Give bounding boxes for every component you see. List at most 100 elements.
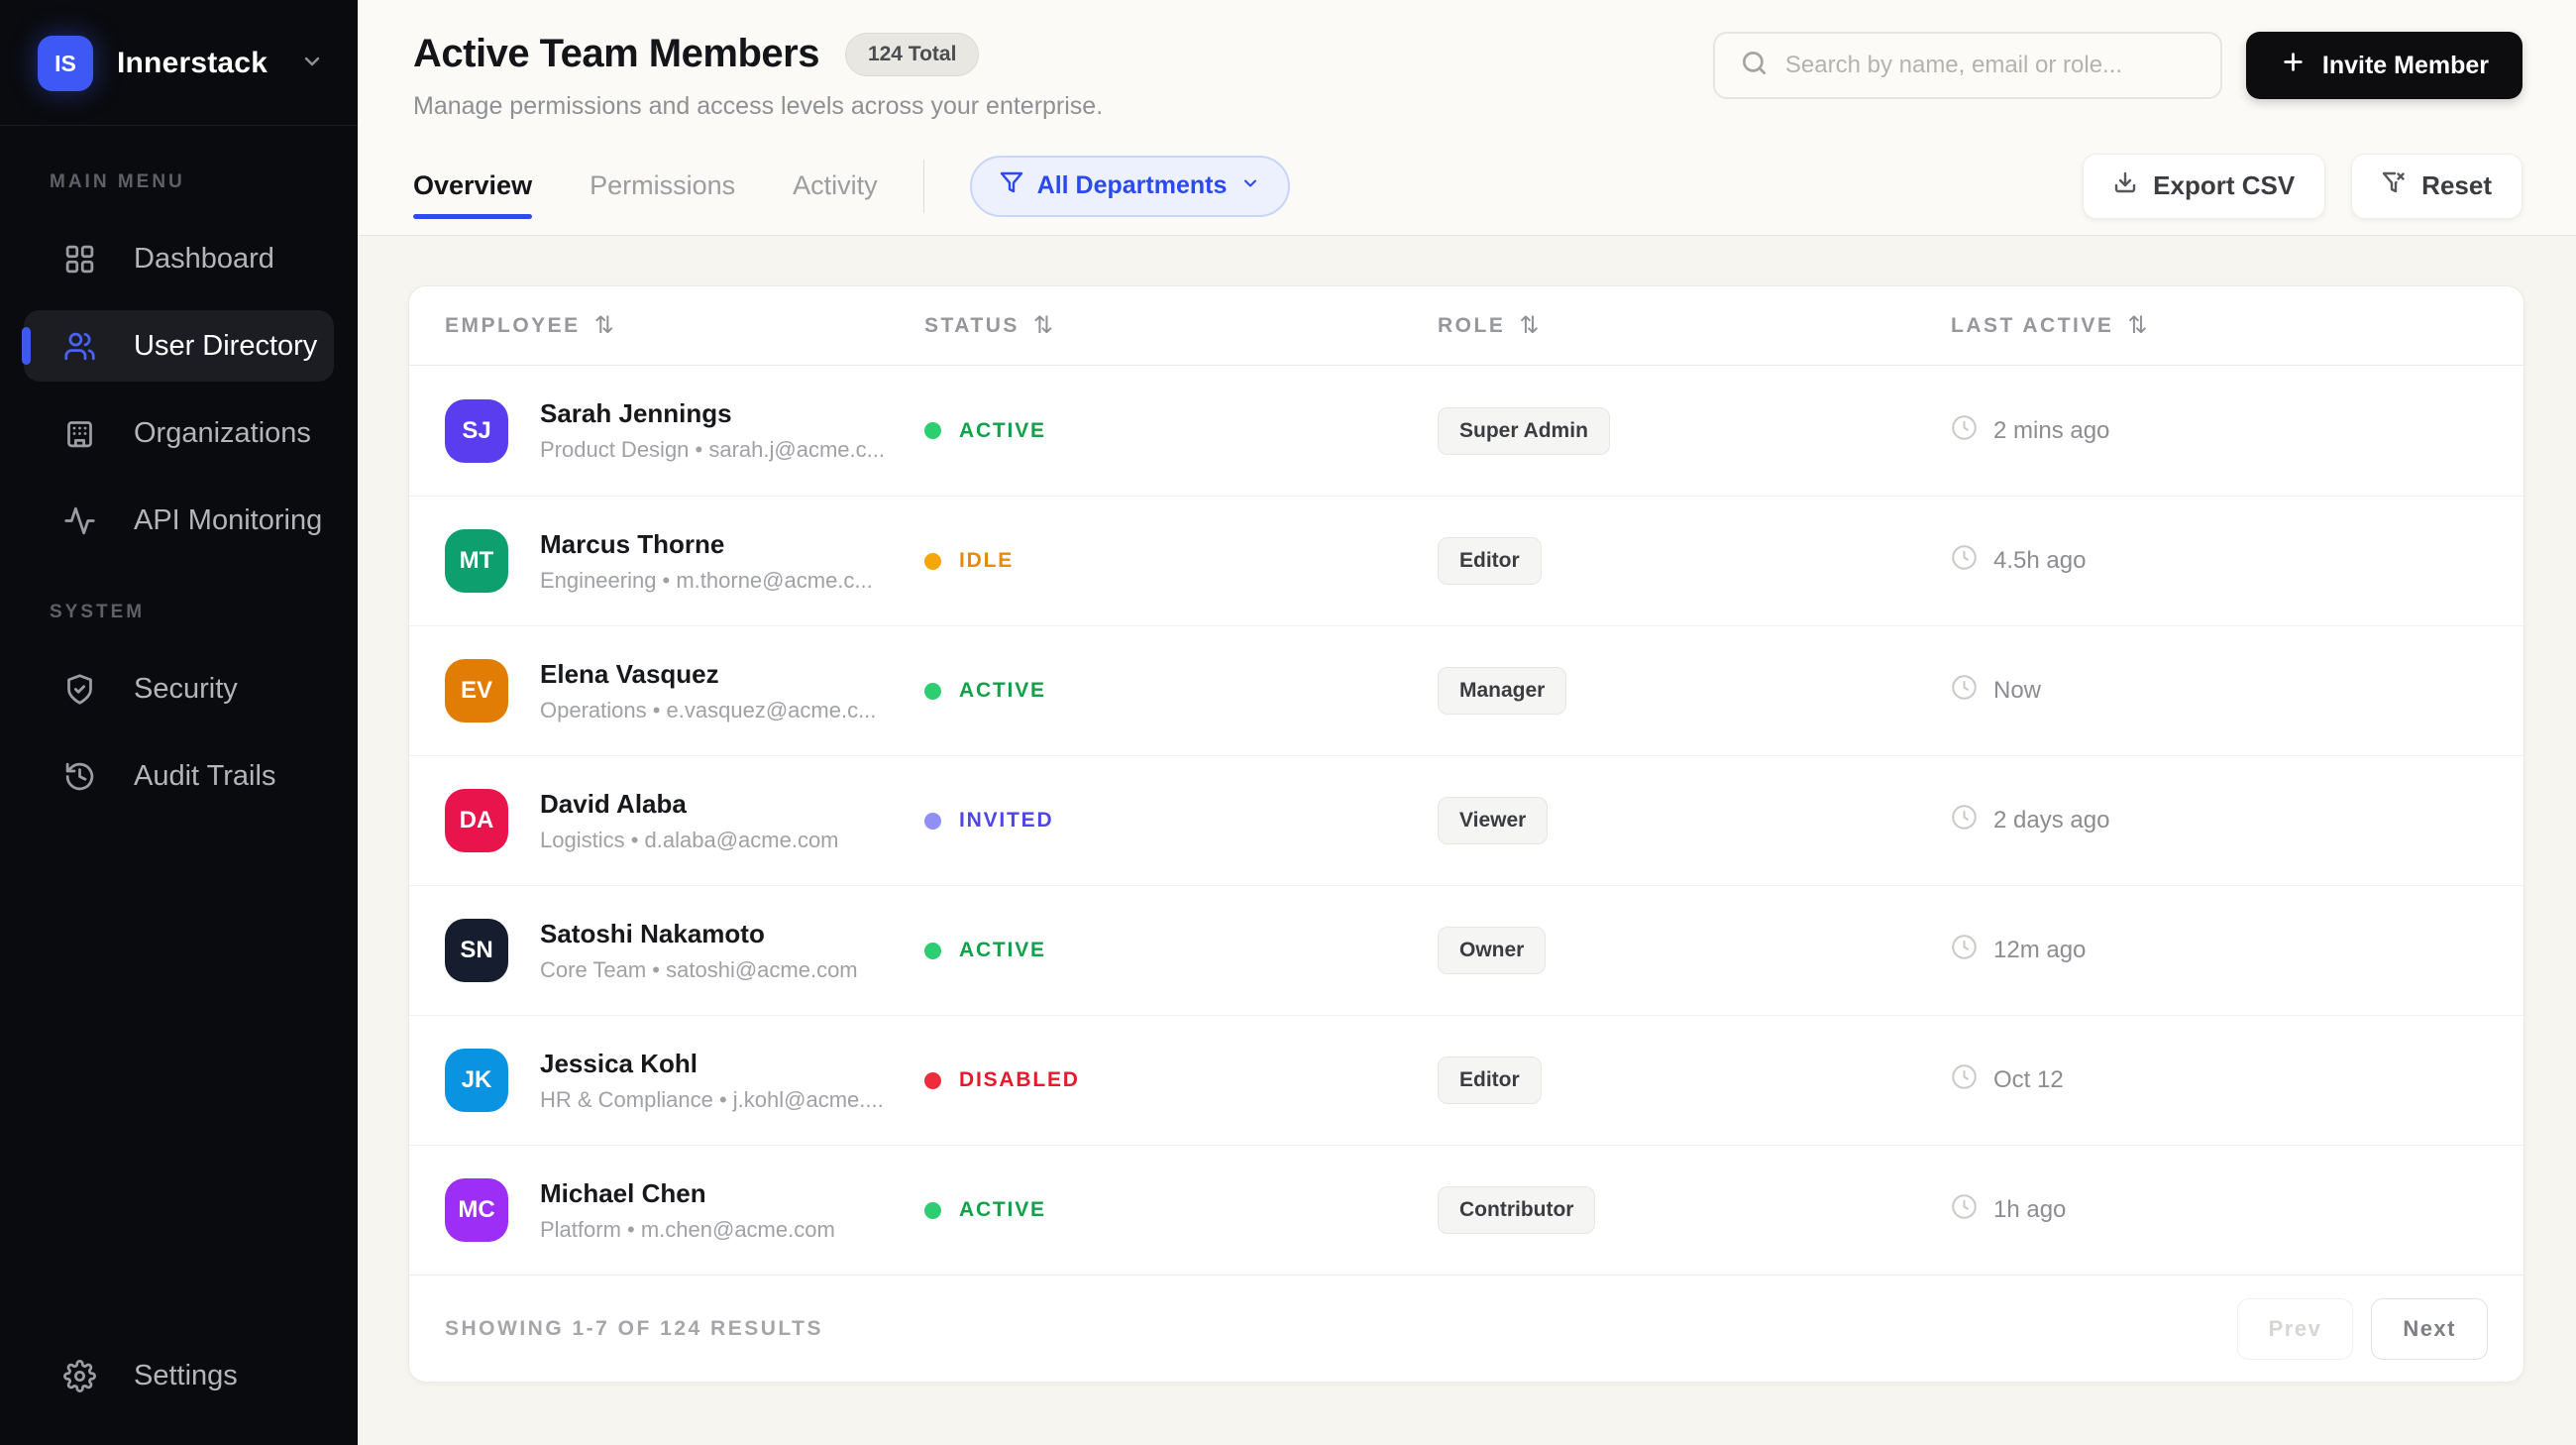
status-badge: ACTIVE xyxy=(959,1198,1046,1222)
tab-overview[interactable]: Overview xyxy=(413,137,532,235)
prev-page-button[interactable]: Prev xyxy=(2237,1298,2354,1360)
role-badge: Super Admin xyxy=(1438,407,1610,455)
status-dot xyxy=(924,943,941,959)
status-badge: DISABLED xyxy=(959,1068,1080,1092)
page-subtitle: Manage permissions and access levels acr… xyxy=(413,92,1103,121)
funnel-x-icon xyxy=(2382,170,2406,201)
sidebar-item-user-directory[interactable]: User Directory xyxy=(24,310,334,382)
table-footer: SHOWING 1-7 OF 124 RESULTS Prev Next xyxy=(409,1275,2523,1382)
sort-icon: ⇅ xyxy=(1033,311,1053,340)
avatar: JK xyxy=(445,1049,508,1112)
role-badge: Editor xyxy=(1438,537,1542,585)
sidebar-item-label: Audit Trails xyxy=(134,760,275,793)
role-badge: Contributor xyxy=(1438,1186,1595,1234)
sidebar-item-label: Dashboard xyxy=(134,243,274,276)
last-active-value: 2 days ago xyxy=(1993,807,2109,834)
employee-meta: Logistics • d.alaba@acme.com xyxy=(540,828,839,853)
main-content: Active Team Members 124 Total Manage per… xyxy=(358,0,2576,1445)
role-badge: Viewer xyxy=(1438,797,1548,844)
sidebar-nav-system: Security Audit Trails xyxy=(0,653,358,812)
departments-filter-button[interactable]: All Departments xyxy=(970,156,1291,217)
last-active-value: 2 mins ago xyxy=(1993,417,2109,445)
total-count-badge: 124 Total xyxy=(845,33,979,76)
status-dot xyxy=(924,683,941,700)
table-row[interactable]: MT Marcus Thorne Engineering • m.thorne@… xyxy=(409,496,2523,625)
clock-icon xyxy=(1951,544,1978,578)
table-row[interactable]: SN Satoshi Nakamoto Core Team • satoshi@… xyxy=(409,885,2523,1015)
column-header-last-active[interactable]: LAST ACTIVE ⇅ xyxy=(1951,311,2523,340)
employee-meta: HR & Compliance • j.kohl@acme.... xyxy=(540,1087,884,1113)
content-area: EMPLOYEE ⇅ STATUS ⇅ ROLE ⇅ LAST ACTIVE ⇅ xyxy=(358,236,2576,1445)
employee-name: Satoshi Nakamoto xyxy=(540,919,858,949)
page-title: Active Team Members xyxy=(413,32,819,76)
status-badge: ACTIVE xyxy=(959,679,1046,703)
sidebar-section-main-menu: MAIN MENU xyxy=(0,171,358,193)
activity-icon xyxy=(63,504,96,537)
employee-meta: Platform • m.chen@acme.com xyxy=(540,1217,835,1243)
column-header-employee[interactable]: EMPLOYEE ⇅ xyxy=(445,311,924,340)
table-row[interactable]: MC Michael Chen Platform • m.chen@acme.c… xyxy=(409,1145,2523,1275)
employee-name: Jessica Kohl xyxy=(540,1049,884,1079)
table-row[interactable]: DA David Alaba Logistics • d.alaba@acme.… xyxy=(409,755,2523,885)
table-row[interactable]: SJ Sarah Jennings Product Design • sarah… xyxy=(409,366,2523,496)
sidebar-item-dashboard[interactable]: Dashboard xyxy=(24,223,334,294)
avatar: EV xyxy=(445,659,508,722)
sidebar-item-organizations[interactable]: Organizations xyxy=(24,397,334,469)
column-header-role[interactable]: ROLE ⇅ xyxy=(1438,311,1951,340)
shield-check-icon xyxy=(63,673,96,706)
search-box[interactable] xyxy=(1713,32,2222,99)
export-csv-button[interactable]: Export CSV xyxy=(2083,154,2325,219)
sidebar-item-security[interactable]: Security xyxy=(24,653,334,724)
brand-logo: IS xyxy=(38,36,93,91)
chevron-down-icon xyxy=(300,50,324,78)
sort-icon: ⇅ xyxy=(594,311,614,340)
app-window: IS Innerstack MAIN MENU Dashboard User D… xyxy=(0,0,2576,1445)
members-table-card: EMPLOYEE ⇅ STATUS ⇅ ROLE ⇅ LAST ACTIVE ⇅ xyxy=(408,285,2524,1383)
sidebar-item-label: Settings xyxy=(134,1360,238,1392)
sort-icon: ⇅ xyxy=(2127,311,2147,340)
sidebar-item-settings[interactable]: Settings xyxy=(24,1340,334,1411)
clock-icon xyxy=(1951,1193,1978,1227)
sidebar-item-api-monitoring[interactable]: API Monitoring xyxy=(24,485,334,556)
clock-icon xyxy=(1951,934,1978,967)
sort-icon: ⇅ xyxy=(1519,311,1539,340)
avatar: MC xyxy=(445,1178,508,1242)
employee-meta: Engineering • m.thorne@acme.c... xyxy=(540,568,873,594)
tab-permissions[interactable]: Permissions xyxy=(590,137,735,235)
avatar: SN xyxy=(445,919,508,982)
employee-name: Marcus Thorne xyxy=(540,529,873,560)
results-summary: SHOWING 1-7 OF 124 RESULTS xyxy=(445,1317,823,1341)
reset-filters-button[interactable]: Reset xyxy=(2351,154,2522,219)
role-badge: Editor xyxy=(1438,1056,1542,1104)
tab-activity[interactable]: Activity xyxy=(793,137,878,235)
page-header: Active Team Members 124 Total Manage per… xyxy=(358,0,2576,121)
status-dot xyxy=(924,553,941,570)
clock-icon xyxy=(1951,674,1978,708)
last-active-value: Now xyxy=(1993,677,2041,705)
sidebar-item-label: API Monitoring xyxy=(134,504,322,537)
sidebar-item-label: Organizations xyxy=(134,417,311,450)
status-dot xyxy=(924,1202,941,1219)
brand-name: Innerstack xyxy=(117,47,268,80)
dashboard-icon xyxy=(63,243,96,276)
search-icon xyxy=(1741,50,1768,81)
table-row[interactable]: EV Elena Vasquez Operations • e.vasquez@… xyxy=(409,625,2523,755)
status-badge: INVITED xyxy=(959,809,1053,833)
table-body: SJ Sarah Jennings Product Design • sarah… xyxy=(409,366,2523,1275)
table-row[interactable]: JK Jessica Kohl HR & Compliance • j.kohl… xyxy=(409,1015,2523,1145)
status-dot xyxy=(924,813,941,830)
clock-icon xyxy=(1951,414,1978,448)
gear-icon xyxy=(63,1360,96,1392)
search-input[interactable] xyxy=(1785,52,2195,79)
clock-icon xyxy=(1951,804,1978,837)
column-header-status[interactable]: STATUS ⇅ xyxy=(924,311,1438,340)
sidebar-item-audit-trails[interactable]: Audit Trails xyxy=(24,740,334,812)
next-page-button[interactable]: Next xyxy=(2371,1298,2488,1360)
sidebar: IS Innerstack MAIN MENU Dashboard User D… xyxy=(0,0,358,1445)
last-active-value: 4.5h ago xyxy=(1993,547,2086,575)
workspace-switcher[interactable]: IS Innerstack xyxy=(0,0,358,126)
employee-name: Michael Chen xyxy=(540,1178,835,1209)
sidebar-nav-main: Dashboard User Directory Organizations A… xyxy=(0,223,358,556)
status-dot xyxy=(924,422,941,439)
invite-member-button[interactable]: Invite Member xyxy=(2246,32,2522,99)
